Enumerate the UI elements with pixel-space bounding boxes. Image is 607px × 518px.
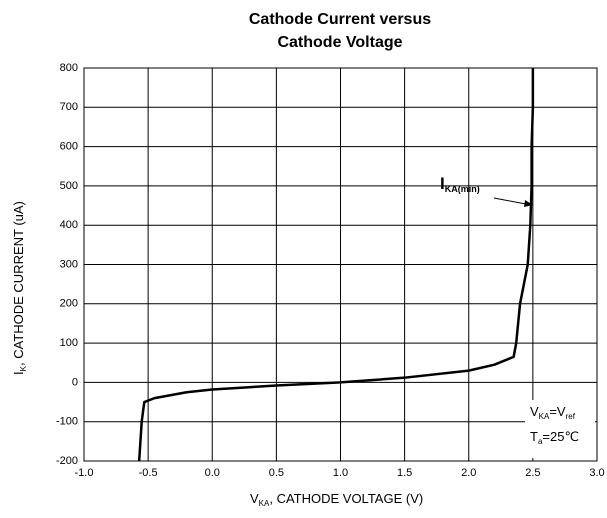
y-axis-label: IK, CATHODE CURRENT (uA) xyxy=(11,201,28,375)
x-tick-label: -1.0 xyxy=(75,467,94,479)
x-tick-label: 0.0 xyxy=(205,467,220,479)
curve xyxy=(137,68,535,462)
y-tick-label: 200 xyxy=(60,298,78,310)
y-tick-label: 600 xyxy=(60,141,78,153)
x-tick-label: 2.5 xyxy=(525,467,540,479)
chart-title: Cathode Current versus xyxy=(249,11,431,28)
x-tick-label: -0.5 xyxy=(139,467,158,479)
x-tick-label: 2.0 xyxy=(461,467,476,479)
x-tick-label: 1.0 xyxy=(333,467,348,479)
x-tick-label: 0.5 xyxy=(269,467,284,479)
y-tick-label: 500 xyxy=(60,180,78,192)
y-tick-label: 0 xyxy=(72,376,78,388)
plot-frame xyxy=(83,67,598,462)
y-tick-label: -100 xyxy=(56,416,78,428)
x-tick-label: 3.0 xyxy=(589,467,604,479)
condition: Ta=25℃ xyxy=(530,429,579,446)
annotation: IKA(min) xyxy=(440,174,480,194)
x-axis-label: VKA, CATHODE VOLTAGE (V) xyxy=(250,491,423,508)
y-tick-label: 100 xyxy=(60,337,78,349)
y-tick-label: 300 xyxy=(60,258,78,270)
y-tick-label: 700 xyxy=(60,101,78,113)
condition: VKA=Vref xyxy=(530,404,576,421)
conditions-box xyxy=(525,400,595,458)
x-tick-label: 1.5 xyxy=(397,467,412,479)
y-tick-label: 800 xyxy=(60,62,78,74)
chart-title: Cathode Voltage xyxy=(277,34,402,51)
y-tick-label: -200 xyxy=(56,455,78,467)
y-tick-label: 400 xyxy=(60,219,78,231)
